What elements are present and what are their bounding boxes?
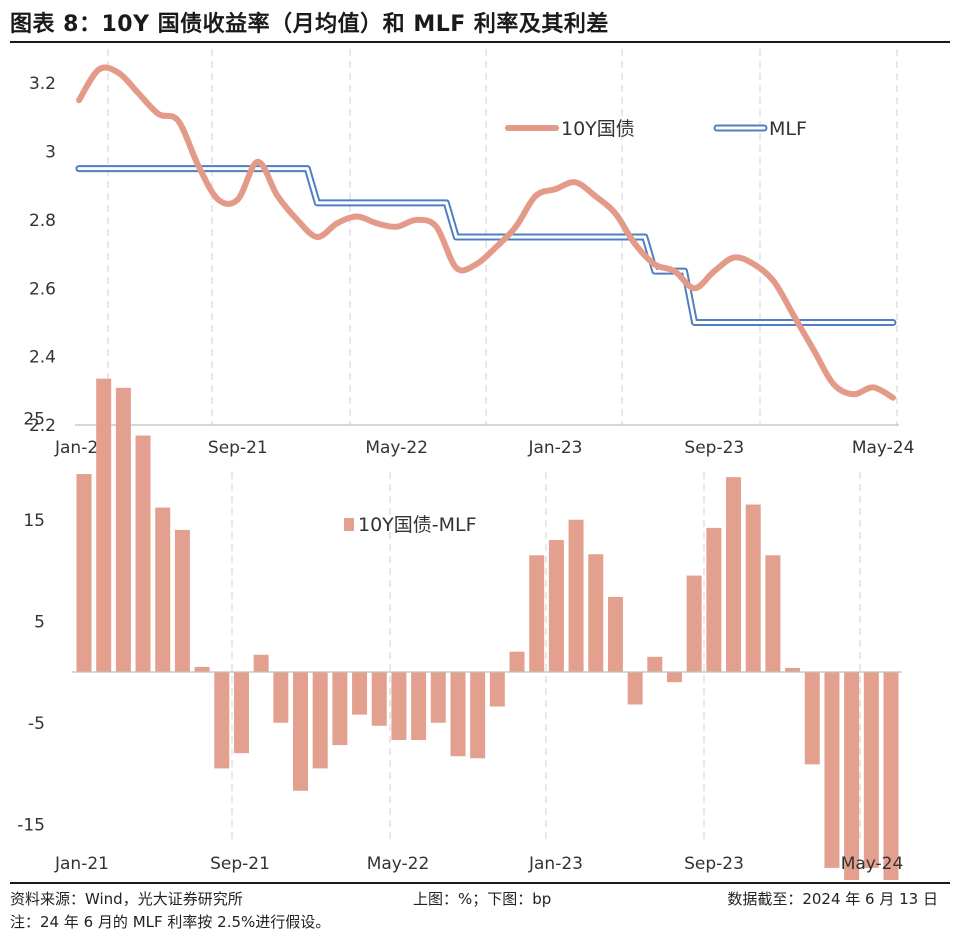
figure-title: 图表 8：10Y 国债收益率（月均值）和 MLF 利率及其利差: [10, 12, 609, 37]
bar: [627, 672, 643, 705]
units-text: 上图：%；下图：bp: [413, 890, 552, 908]
y-tick-label: 25: [23, 409, 45, 429]
bar: [548, 540, 564, 672]
y-tick-label: 2.2: [29, 416, 56, 436]
bar: [785, 667, 801, 672]
bar: [450, 672, 466, 757]
bar: [509, 651, 525, 672]
bar: [115, 387, 131, 672]
x-tick-label: Jan-21: [54, 438, 109, 458]
y-tick-label: -5: [28, 714, 45, 734]
bar: [686, 575, 702, 672]
bar: [745, 504, 761, 672]
legend-spread-swatch: [344, 518, 354, 531]
x-tick-label: Sep-23: [684, 854, 744, 874]
bar: [706, 527, 722, 672]
footer-rule: [10, 882, 950, 884]
yield-line: [76, 64, 896, 401]
bar: [430, 672, 446, 723]
bar: [352, 672, 368, 715]
bar: [824, 672, 840, 868]
x-tick-label: May-22: [365, 438, 428, 458]
x-tick-label: May-24: [841, 854, 904, 874]
bar: [391, 672, 407, 741]
bar: [174, 529, 190, 672]
y-tick-label: 15: [23, 511, 45, 531]
bar: [529, 555, 545, 672]
bar: [194, 666, 210, 672]
y-tick-label: -15: [17, 815, 45, 835]
cutoff-text: 数据截至：2024 年 6 月 13 日: [727, 890, 938, 908]
mlf-line-inner: [77, 167, 895, 324]
y-tick-label: 3.2: [29, 74, 56, 94]
x-tick-label: Sep-21: [210, 854, 270, 874]
bar: [332, 672, 348, 746]
bar: [371, 672, 387, 726]
bar: [253, 654, 269, 672]
bar: [273, 672, 289, 723]
bar: [588, 554, 604, 672]
title-rule: [10, 41, 950, 43]
bar: [607, 596, 623, 672]
bar: [76, 474, 92, 672]
bar: [411, 672, 427, 741]
x-tick-label: Sep-23: [684, 438, 744, 458]
x-tick-label: Sep-21: [208, 438, 268, 458]
bar: [470, 672, 486, 759]
bar: [96, 378, 112, 672]
bottom-bar-chart: 25155-5-15-25Jan-21Sep-21May-22Jan-23Sep…: [17, 378, 904, 880]
x-tick-label: Jan-23: [527, 438, 582, 458]
legend-yield-label: 10Y国债: [561, 118, 635, 140]
legend-mlf-label: MLF: [769, 118, 807, 140]
bar: [214, 672, 230, 769]
bar: [647, 656, 663, 672]
bar: [844, 672, 860, 880]
bar: [293, 672, 309, 791]
note-text: 注：24 年 6 月的 MLF 利率按 2.5%进行假设。: [10, 913, 331, 931]
x-tick-label: May-24: [852, 438, 915, 458]
y-tick-label: 2.4: [29, 348, 56, 368]
bar: [155, 507, 171, 672]
x-tick-label: May-22: [367, 854, 430, 874]
y-tick-label: 3: [45, 143, 56, 163]
bar: [804, 672, 820, 765]
legend-spread-label: 10Y国债-MLF: [358, 514, 477, 536]
x-tick-label: Jan-21: [54, 854, 109, 874]
x-tick-label: Jan-23: [528, 854, 583, 874]
y-tick-label: 2.6: [29, 279, 56, 299]
bar: [726, 477, 742, 672]
top-line-chart: 2.2 2.4 2.6 2.8 3 3.2 Jan-21 Sep-21 May-22 Jan-23…: [29, 49, 915, 458]
bar: [568, 519, 584, 672]
y-tick-label: 5: [34, 612, 45, 632]
bar: [883, 672, 899, 880]
bar: [135, 435, 151, 672]
bar: [863, 672, 879, 868]
bar: [312, 672, 328, 769]
bar: [489, 672, 505, 707]
bar: [765, 555, 781, 672]
source-text: 资料来源：Wind，光大证券研究所: [10, 890, 243, 908]
y-tick-label: 2.8: [29, 211, 56, 231]
bar: [233, 672, 249, 754]
bar: [666, 672, 682, 683]
